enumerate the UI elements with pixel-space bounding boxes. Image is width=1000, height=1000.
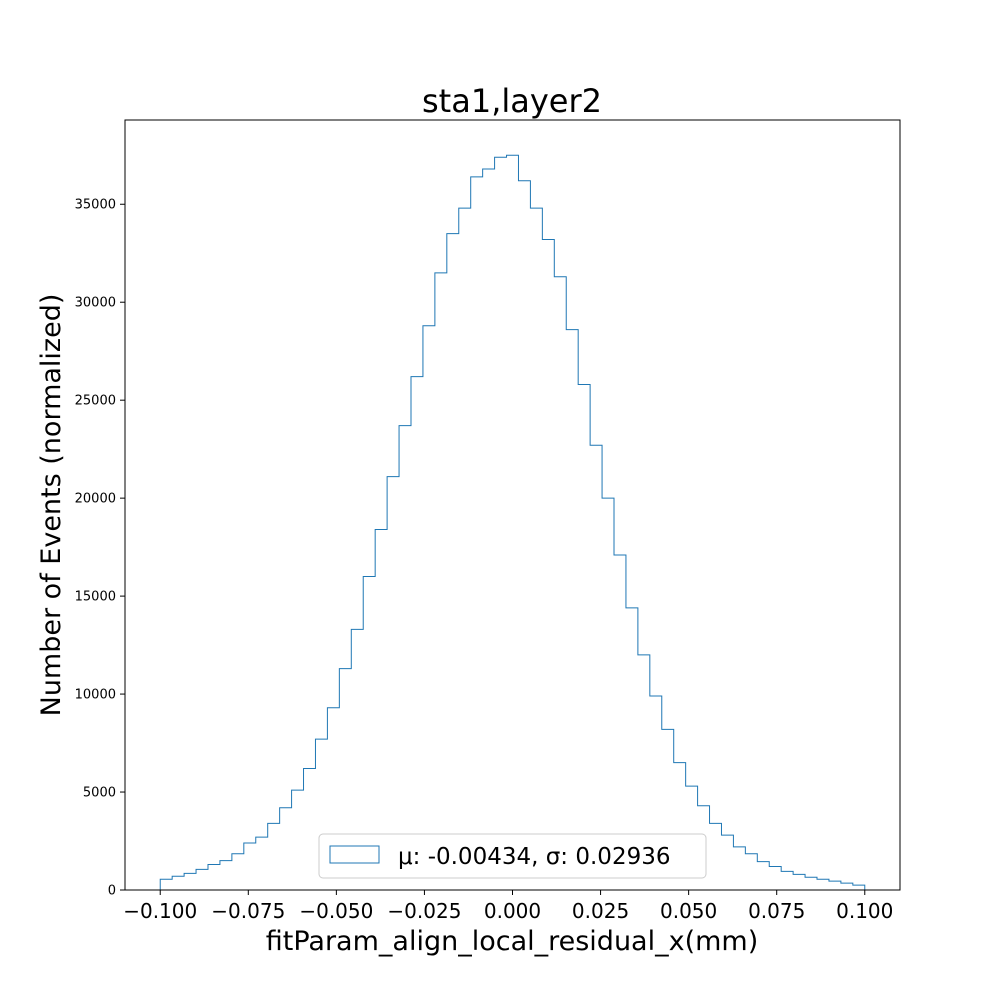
histogram-step-line xyxy=(159,154,866,890)
x-tick-label: −0.050 xyxy=(299,899,373,923)
chart-title: sta1,layer2 xyxy=(422,82,602,120)
y-tick-label: 5000 xyxy=(83,786,116,801)
x-tick-label: −0.025 xyxy=(387,899,461,923)
y-tick-label: 25000 xyxy=(75,394,116,409)
legend-box xyxy=(318,833,707,879)
y-tick-label: 20000 xyxy=(75,492,116,507)
y-tick-label: 35000 xyxy=(75,198,116,213)
y-tick-label: 30000 xyxy=(75,296,116,311)
x-tick-label: 0.075 xyxy=(748,899,805,923)
x-tick-label: −0.100 xyxy=(123,899,197,923)
x-axis-ticks: −0.100 −0.075 −0.050 −0.025 0.000 0.025 0.050 0… xyxy=(123,890,893,923)
y-tick-label: 10000 xyxy=(75,688,116,703)
x-tick-label: −0.075 xyxy=(211,899,285,923)
y-tick-label: 15000 xyxy=(75,590,116,605)
y-tick-label: 0 xyxy=(108,884,116,899)
plot-area-frame xyxy=(124,119,901,891)
x-tick-label: 0.050 xyxy=(660,899,717,923)
legend-swatch xyxy=(329,845,380,864)
x-tick-label: 0.025 xyxy=(572,899,629,923)
x-tick-label: 0.100 xyxy=(836,899,893,923)
x-tick-label: 0.000 xyxy=(484,899,541,923)
y-axis-label: Number of Events (normalized) xyxy=(36,294,67,717)
legend: μ: -0.00434, σ: 0.02936 xyxy=(318,833,707,879)
legend-label: μ: -0.00434, σ: 0.02936 xyxy=(398,844,670,870)
x-axis-label: fitParam_align_local_residual_x(mm) xyxy=(266,926,759,957)
y-axis-ticks: 0 5000 10000 15000 20000 25000 30000 35000 xyxy=(75,198,125,899)
